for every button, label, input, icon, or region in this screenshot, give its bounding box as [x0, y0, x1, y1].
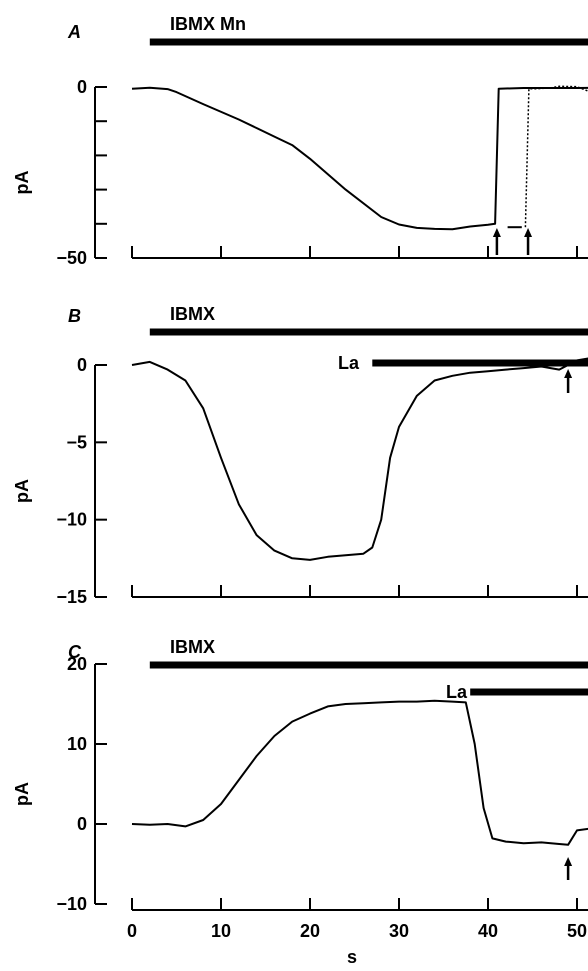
application-bar-0 — [149, 661, 588, 669]
x-axis-label: s — [347, 947, 357, 967]
x-tick-label: 10 — [211, 921, 231, 941]
panel-b: B IBMX La 0 −5 −10 −15 pA — [12, 304, 588, 607]
current-trace-0 — [131, 357, 588, 561]
y-tick-label: −15 — [56, 587, 87, 607]
panel-a: A IBMX Mn 0 −50 pA — [12, 14, 588, 268]
y-tick-label: 20 — [67, 654, 87, 674]
application-label-1: La — [338, 353, 360, 373]
panel-c: C IBMX La −10 0 10 20 pA 0 10 20 30 40 50 s — [12, 637, 588, 967]
application-bar-1 — [372, 359, 588, 367]
y-axis-label: pA — [12, 782, 32, 806]
current-trace-0 — [131, 86, 588, 231]
x-tick-label: 0 — [127, 921, 137, 941]
y-tick-label: −10 — [56, 894, 87, 914]
y-tick-label: −10 — [56, 510, 87, 530]
application-bar-0 — [149, 38, 588, 46]
y-tick-label: 0 — [77, 814, 87, 834]
y-axis-label: pA — [12, 479, 32, 503]
y-tick-label: 0 — [77, 355, 87, 375]
application-label-0: IBMX Mn — [170, 14, 246, 34]
x-tick-label: 20 — [300, 921, 320, 941]
application-bar-0 — [149, 328, 588, 336]
application-label-1: La — [446, 682, 468, 702]
current-trace-1 — [524, 85, 588, 228]
application-label-0: IBMX — [170, 637, 215, 657]
arrow-head — [524, 228, 533, 237]
application-label-0: IBMX — [170, 304, 215, 324]
y-tick-label: 10 — [67, 734, 87, 754]
y-tick-label: 0 — [77, 77, 87, 97]
x-tick-label: 30 — [389, 921, 409, 941]
x-tick-label: 40 — [478, 921, 498, 941]
y-tick-label: −50 — [56, 248, 87, 268]
panel-letter: B — [68, 306, 81, 326]
application-bar-1 — [470, 688, 588, 696]
arrow-head — [564, 857, 573, 866]
arrow-head — [564, 369, 573, 378]
x-tick-label: 50 — [567, 921, 587, 941]
y-tick-label: −5 — [66, 432, 87, 452]
y-axis-label: pA — [12, 171, 32, 195]
panel-letter: A — [67, 22, 81, 42]
panel-letter: C — [68, 642, 82, 662]
arrow-head — [492, 228, 501, 237]
current-trace-0 — [131, 699, 588, 846]
